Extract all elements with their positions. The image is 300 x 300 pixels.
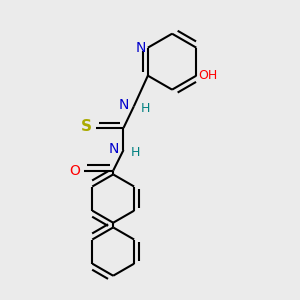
Text: H: H: [141, 102, 151, 115]
Text: S: S: [81, 119, 92, 134]
Text: O: O: [69, 164, 80, 178]
Text: N: N: [136, 41, 146, 55]
Text: H: H: [131, 146, 140, 159]
Text: N: N: [119, 98, 129, 112]
Text: OH: OH: [199, 69, 218, 82]
Text: N: N: [109, 142, 119, 155]
